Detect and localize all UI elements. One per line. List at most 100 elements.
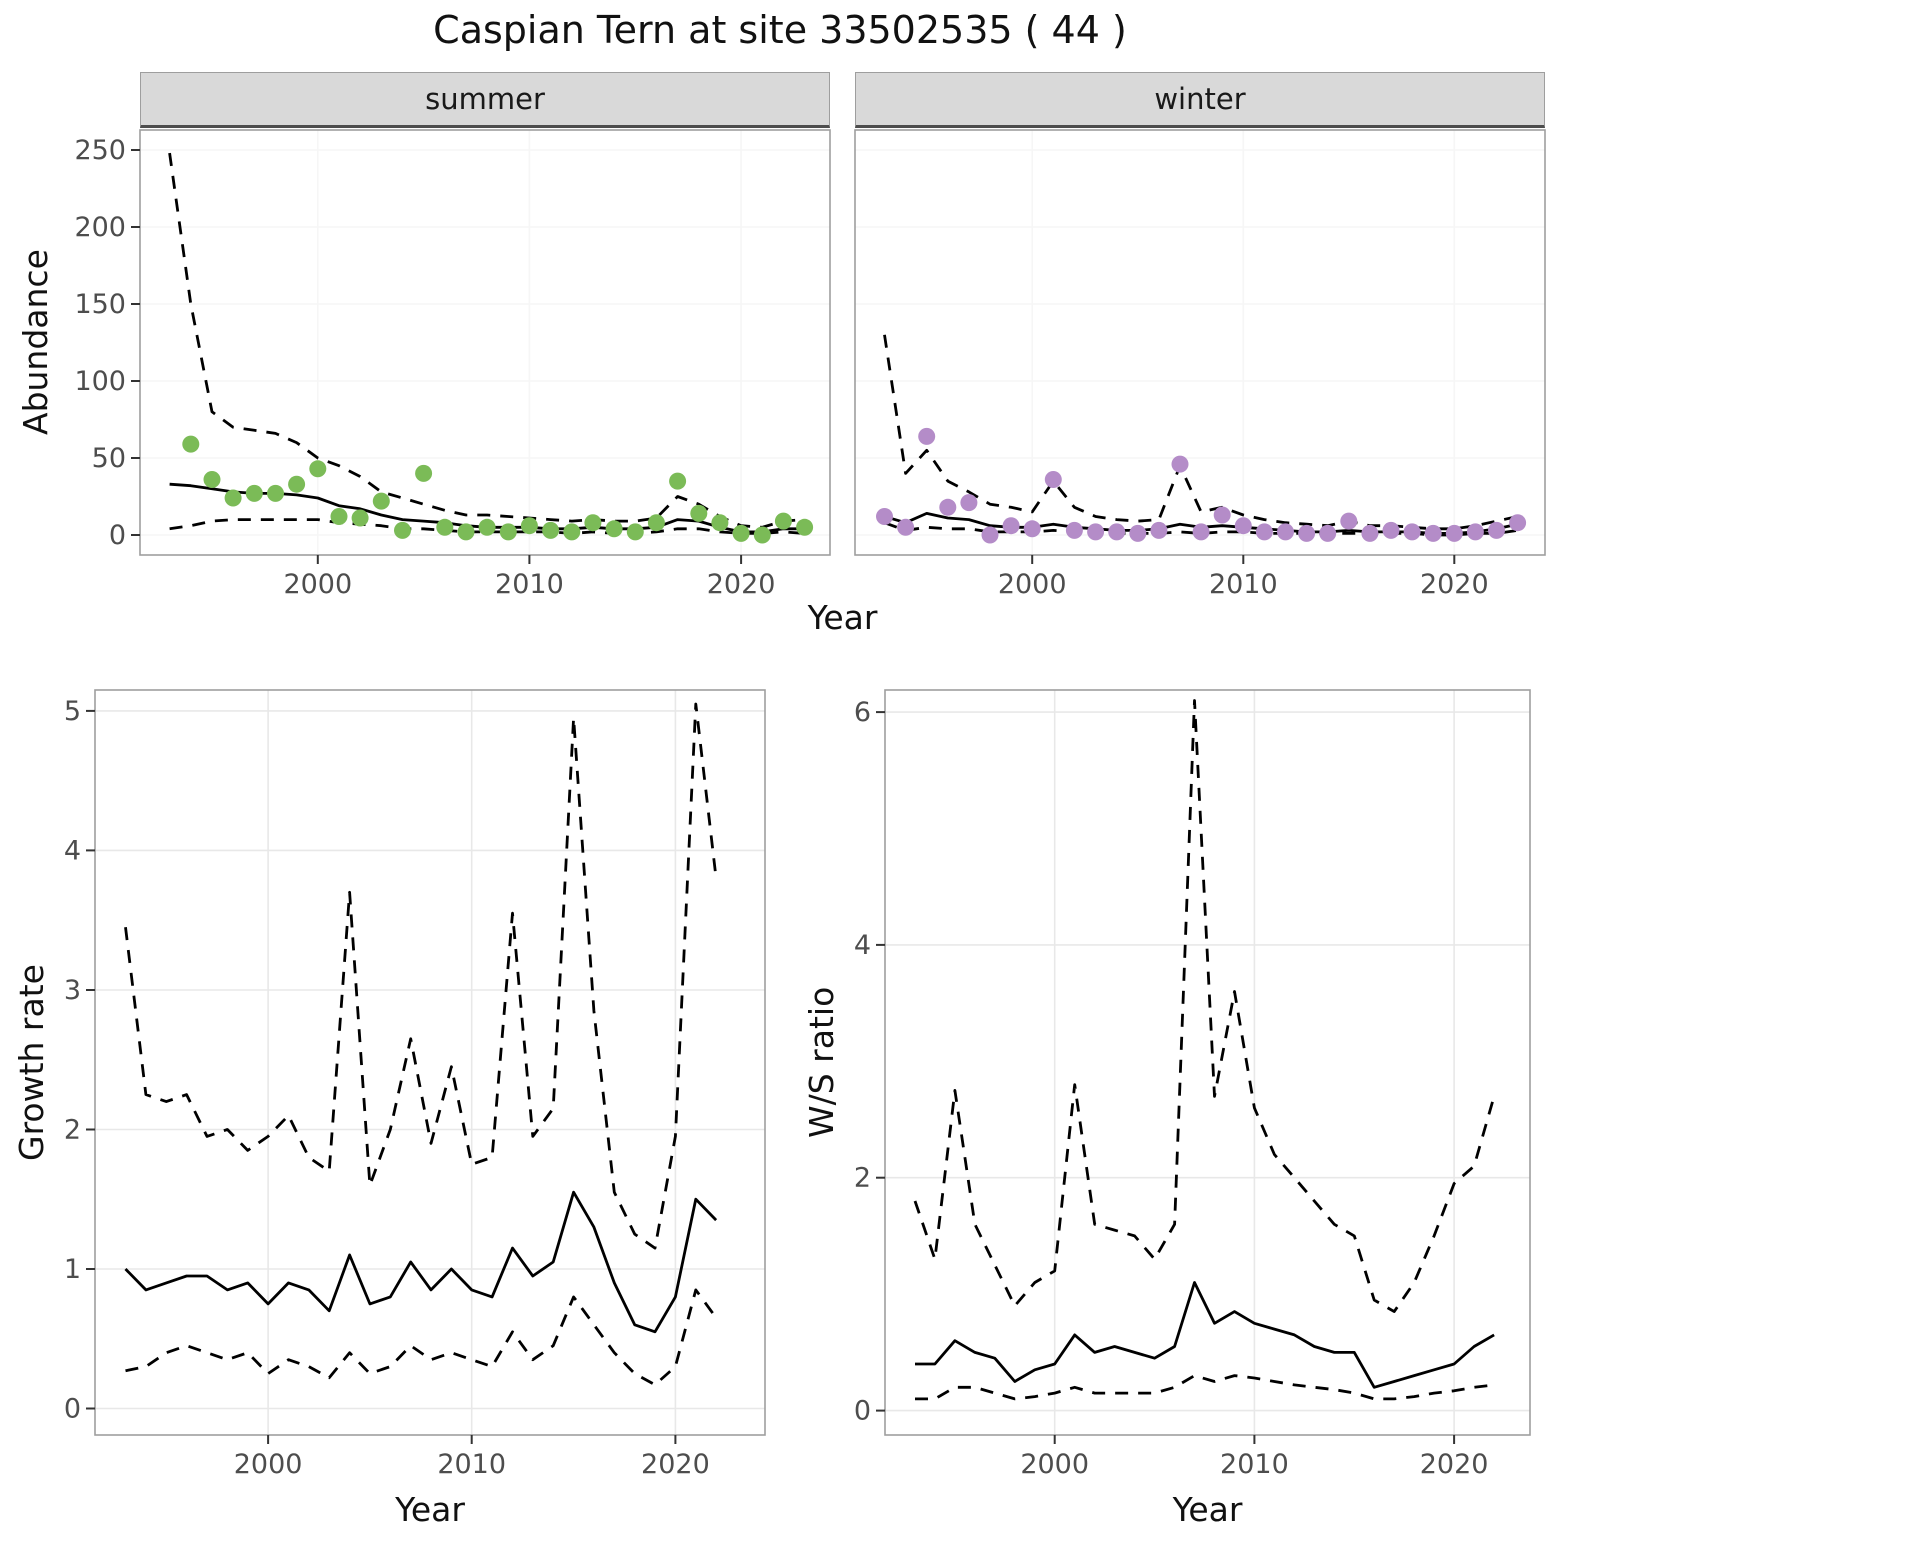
data-point: [669, 472, 687, 490]
data-point: [415, 464, 433, 482]
facet-label-summer: summer: [425, 82, 545, 116]
data-point: [542, 521, 560, 539]
data-point: [224, 489, 242, 507]
panel-border: [884, 689, 1531, 1436]
data-point: [1087, 523, 1105, 541]
x-axis-title-growth-rate: Year: [395, 1490, 465, 1529]
x-tick-label: 2010: [495, 569, 564, 600]
data-point: [1213, 506, 1231, 524]
data-point: [520, 517, 538, 535]
data-point: [436, 518, 454, 536]
facet-label-winter: winter: [1154, 82, 1246, 116]
data-point: [1277, 523, 1294, 541]
data-point: [1319, 524, 1337, 542]
y-tick-label: 150: [74, 289, 126, 320]
y-tick-label: 0: [854, 1396, 871, 1427]
data-point: [1044, 471, 1062, 488]
y-tick-label: 6: [854, 697, 871, 728]
data-point: [584, 514, 602, 532]
data-point: [1002, 517, 1020, 535]
data-point: [1023, 520, 1041, 538]
fit-line-growth-rate: [124, 1190, 718, 1334]
y-tick-label: 2: [64, 1115, 81, 1146]
data-point: [1509, 514, 1527, 532]
data-point: [1403, 523, 1421, 541]
data-point: [796, 518, 814, 536]
y-tick-label: 0: [109, 520, 126, 551]
data-point: [351, 509, 369, 527]
data-point: [981, 526, 999, 544]
y-axis-title-growth-rate: Growth rate: [12, 964, 51, 1161]
y-axis-title-abundance: Abundance: [16, 249, 55, 436]
y-tick-label: 2: [854, 1163, 871, 1194]
data-point: [1171, 455, 1189, 473]
data-point: [605, 520, 623, 538]
data-point: [203, 471, 221, 488]
x-tick-label: 2000: [283, 569, 352, 600]
facet-strip-winter: winter: [855, 72, 1545, 128]
y-tick-label: 50: [92, 443, 126, 474]
data-point: [626, 523, 644, 541]
x-tick-label: 2020: [1420, 569, 1489, 600]
data-point: [267, 484, 284, 502]
data-point: [1424, 524, 1442, 542]
data-point: [711, 514, 729, 532]
data-point: [960, 494, 978, 512]
x-tick-label: 2000: [1020, 1449, 1089, 1480]
data-point: [1445, 524, 1463, 542]
data-point: [1129, 524, 1147, 542]
panel-border: [94, 689, 766, 1436]
x-tick-label: 2020: [707, 569, 776, 600]
x-tick-label: 2010: [1220, 1449, 1289, 1480]
y-axis-title-ws-ratio: W/S ratio: [802, 986, 841, 1139]
data-point: [1234, 517, 1252, 535]
data-point: [478, 518, 496, 536]
data-point: [647, 514, 665, 532]
data-point: [1192, 523, 1210, 541]
data-point: [1488, 521, 1505, 539]
data-point: [1150, 521, 1168, 539]
data-point: [876, 508, 893, 525]
x-tick-label: 2010: [437, 1449, 506, 1480]
data-point: [309, 460, 327, 478]
data-point: [288, 475, 306, 493]
y-tick-label: 4: [64, 835, 81, 866]
data-point: [1340, 512, 1358, 530]
y-tick-label: 4: [854, 930, 871, 961]
x-tick-label: 2010: [1209, 569, 1278, 600]
y-tick-label: 1: [64, 1254, 81, 1285]
x-axis-title-abundance: Year: [807, 598, 878, 637]
data-point: [394, 521, 411, 539]
x-tick-label: 2000: [998, 569, 1067, 600]
data-point: [499, 523, 517, 541]
y-tick-label: 100: [74, 366, 126, 397]
ci-upper-ws-ratio: [913, 699, 1496, 1313]
y-tick-label: 5: [64, 696, 81, 727]
data-point: [939, 498, 957, 516]
x-tick-label: 2000: [234, 1449, 303, 1480]
data-point: [457, 523, 475, 541]
facet-strip-summer: summer: [140, 72, 830, 128]
ci-upper-winter: [883, 334, 1518, 531]
panel-border: [854, 129, 1546, 556]
x-tick-label: 2020: [1420, 1449, 1489, 1480]
x-tick-label: 2020: [641, 1449, 710, 1480]
data-point: [918, 427, 936, 445]
y-tick-label: 200: [74, 212, 126, 243]
ci-lower-growth-rate: [125, 1288, 718, 1387]
data-point: [1382, 521, 1400, 539]
ci-upper-growth-rate: [124, 702, 718, 1250]
data-point: [690, 504, 708, 522]
chart-title: Caspian Tern at site 33502535 ( 44 ): [433, 8, 1127, 52]
data-point: [1361, 524, 1379, 542]
data-point: [245, 484, 263, 502]
data-point: [774, 512, 792, 530]
data-point: [563, 523, 581, 541]
data-point: [1298, 524, 1316, 542]
data-point: [732, 524, 750, 542]
data-point: [372, 492, 390, 510]
data-point: [1065, 521, 1083, 539]
data-point: [330, 508, 348, 525]
ci-upper-summer: [168, 152, 805, 529]
